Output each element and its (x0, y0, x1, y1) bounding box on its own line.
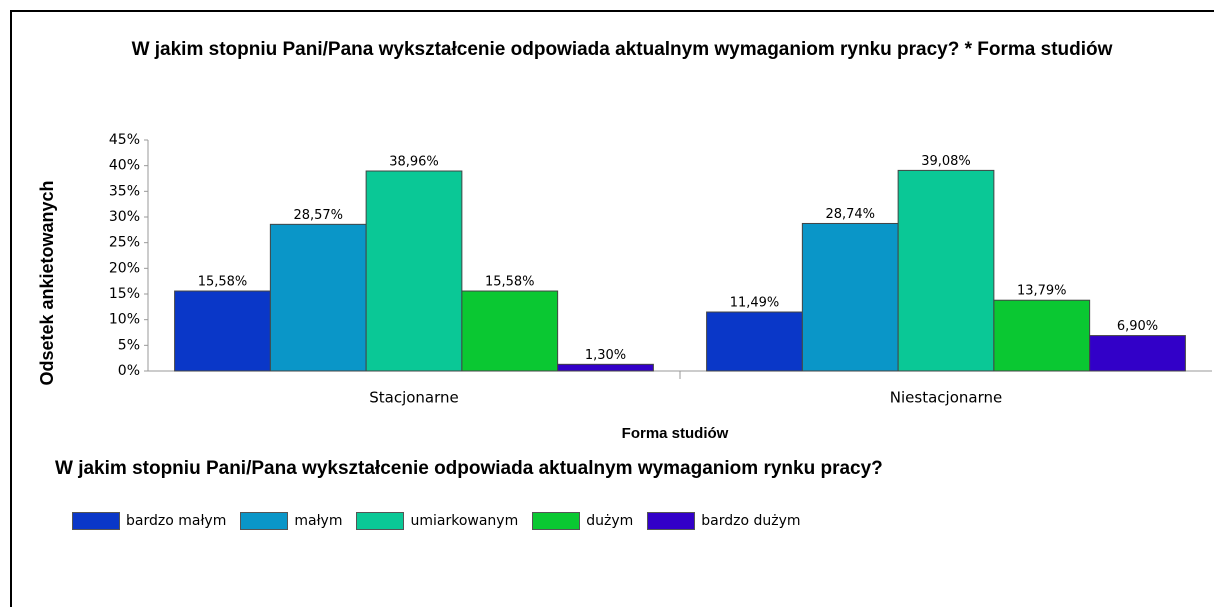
legend-title: W jakim stopniu Pani/Pana wykształcenie … (55, 458, 883, 479)
value-label: 28,57% (293, 208, 343, 223)
legend-label: dużym (586, 513, 634, 529)
bar (993, 299, 1091, 372)
bar (801, 222, 899, 372)
legend-swatch (532, 512, 581, 530)
value-label: 13,79% (1017, 284, 1067, 299)
legend-item: dużym (532, 512, 633, 530)
y-tick-label: 30% (109, 209, 140, 225)
legend-label: bardzo dużym (701, 513, 801, 529)
value-label: 15,58% (485, 275, 535, 290)
legend-item: umiarkowanym (356, 512, 518, 530)
bar (365, 170, 463, 372)
value-label: 11,49% (730, 296, 780, 311)
legend-label: małym (294, 513, 343, 529)
chart-title: W jakim stopniu Pani/Pana wykształcenie … (131, 39, 1113, 60)
y-tick-label: 35% (109, 183, 140, 199)
bar (897, 169, 995, 372)
y-tick-label: 10% (109, 312, 140, 328)
y-tick-label: 25% (109, 235, 140, 251)
value-label: 39,08% (921, 154, 971, 169)
legend-label: bardzo małym (126, 513, 227, 529)
bar (461, 290, 559, 372)
x-tick-label: Stacjonarne (369, 389, 459, 407)
bar (557, 363, 654, 372)
bar (269, 223, 367, 372)
value-label: 15,58% (198, 275, 248, 290)
y-tick-label: 15% (109, 286, 140, 302)
y-tick-label: 0% (118, 363, 140, 379)
value-label: 28,74% (825, 207, 875, 222)
value-label: 6,90% (1117, 319, 1158, 334)
legend-swatch (356, 512, 405, 530)
legend-item: bardzo dużym (647, 512, 801, 530)
legend-swatch (647, 512, 696, 530)
bar (1089, 335, 1186, 372)
value-label: 1,30% (585, 348, 626, 363)
y-axis-label: Odsetek ankietowanych (37, 180, 57, 385)
y-tick-label: 40% (109, 158, 140, 174)
legend: bardzo małym małym umiarkowanym dużym bardzo… (72, 512, 815, 530)
legend-swatch (72, 512, 120, 530)
legend-swatch (240, 512, 289, 530)
legend-label: umiarkowanym (410, 513, 519, 529)
frame (10, 10, 1214, 607)
legend-item: małym (240, 512, 342, 530)
y-tick-label: 45% (109, 132, 140, 148)
x-tick-label: Niestacjonarne (890, 389, 1002, 407)
value-label: 38,96% (389, 155, 439, 170)
bar (174, 290, 271, 372)
bar (706, 311, 803, 372)
legend-item: bardzo małym (72, 512, 226, 530)
y-tick-label: 20% (109, 260, 140, 276)
x-axis-label: Forma studiów (622, 425, 729, 442)
y-tick-label: 5% (118, 337, 140, 353)
